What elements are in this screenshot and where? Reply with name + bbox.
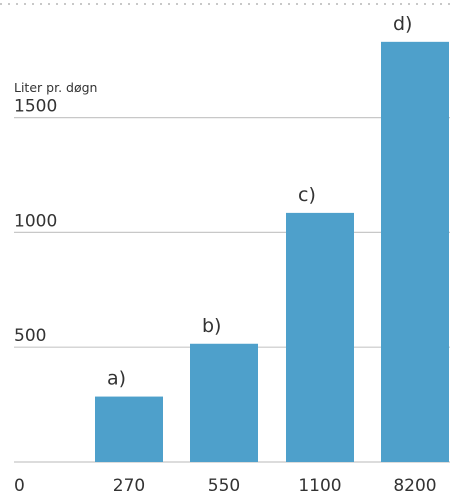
x-tick-label: 550 <box>208 476 240 496</box>
y-axis-unit-label: Liter pr. døgn <box>14 80 97 95</box>
y-tick-label: 1500 <box>14 97 57 117</box>
bars <box>95 41 449 462</box>
bar <box>95 396 163 462</box>
bar <box>190 343 258 462</box>
bar-annotation: d) <box>393 13 412 35</box>
x-tick-label: 270 <box>113 476 145 496</box>
y-tick-label: 500 <box>14 326 46 346</box>
bar <box>381 41 449 462</box>
bar-annotation: a) <box>107 368 126 390</box>
x-tick-label: 8200 <box>393 476 436 496</box>
bar-annotation: c) <box>298 184 316 206</box>
bar-annotation: b) <box>202 315 221 337</box>
bar <box>286 212 354 462</box>
bar-labels: a) b) c) d) <box>107 13 412 390</box>
y-axis-ticks: 0 500 1000 1500 <box>14 97 57 496</box>
x-axis-ticks: 270 550 1100 8200 <box>113 476 437 496</box>
x-tick-label: 1100 <box>298 476 341 496</box>
y-tick-label: 1000 <box>14 211 57 231</box>
y-tick-label: 0 <box>14 476 25 496</box>
